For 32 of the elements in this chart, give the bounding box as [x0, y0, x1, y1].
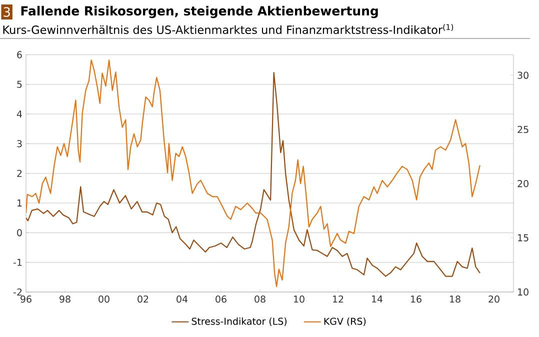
x-tick-label: 08	[254, 296, 266, 303]
x-tick-label: 00	[98, 296, 110, 303]
x-tick-label: 04	[176, 296, 188, 303]
y-tick-label: 4	[16, 110, 22, 118]
y2-tick-label: 10	[518, 288, 528, 296]
x-tick-label: 96	[20, 296, 32, 303]
legend-label: Stress-Indikator (LS)	[192, 318, 287, 326]
y-tick-label: 1	[18, 200, 22, 206]
x-tick-label: 06	[216, 296, 226, 303]
x-tick-label: 98	[60, 296, 70, 303]
y2-tick-label: 20	[518, 180, 528, 188]
x-tick-label: 18	[450, 296, 460, 303]
y2-tick-label: 30	[518, 72, 528, 79]
y-tick-label: -1	[14, 258, 22, 266]
chart-subtitle: Kurs-Gewinnverhältnis des US-Aktienmarktes und Finanzmarktstress-Indikator$^{(1)}$	[3, 24, 454, 34]
y-tick-label: -2	[14, 288, 22, 296]
chart-title: Fallende Risikosorgen, steigende Aktienbewertung	[21, 6, 378, 18]
y-tick-label: 6	[17, 51, 22, 58]
text: 3	[4, 7, 10, 17]
y-tick-label: 5	[17, 80, 22, 88]
x-tick-label: 10	[294, 296, 304, 303]
x-tick-label: 20	[488, 296, 500, 303]
x-tick-label: 16	[411, 296, 422, 303]
y2-tick-label: 15	[518, 234, 528, 242]
y2-tick-label: 25	[518, 126, 528, 134]
x-tick-label: 02	[138, 296, 148, 303]
y-tick-label: 2	[17, 170, 22, 177]
x-tick-label: 14	[372, 296, 383, 302]
y-tick-label: 0	[17, 229, 22, 236]
y-tick-label: 3	[17, 140, 22, 148]
legend-label: KGV (RS)	[324, 318, 366, 326]
x-tick-label: 12	[333, 296, 344, 303]
